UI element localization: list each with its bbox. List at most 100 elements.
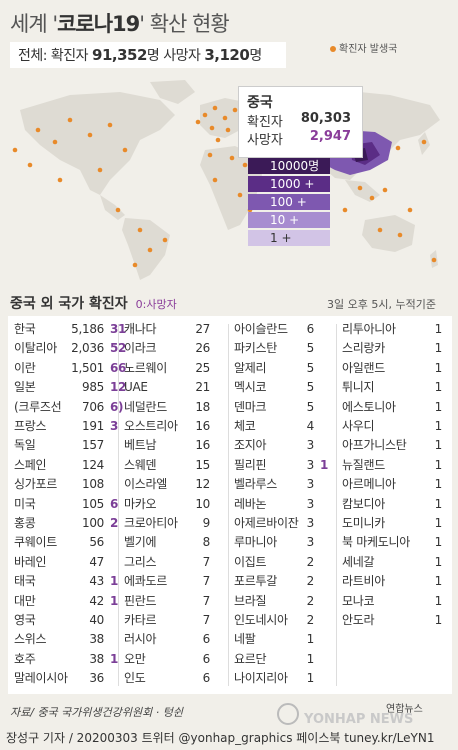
confirmed-count: 3 <box>306 535 315 550</box>
country-name: 리투아니아 <box>342 322 396 336</box>
confirmed-count: 1 <box>306 632 315 647</box>
confirmed-count: 1 <box>434 496 443 511</box>
table-row: 리투아니아 1 <box>342 320 450 339</box>
confirmed-count: 1 <box>434 438 443 453</box>
confirmed-count: 38 <box>89 651 104 666</box>
confirmed-count: 8 <box>202 535 211 550</box>
confirmed-count: 16 <box>195 438 210 453</box>
confirmed-count: 27 <box>195 322 210 336</box>
table-row: 이란1,50166 <box>14 359 126 378</box>
confirmed-count: 108 <box>81 477 104 492</box>
country-name: 아이슬란드 <box>234 322 288 336</box>
country-name: 인도네시아 <box>234 613 288 627</box>
country-name: 에콰도르 <box>124 574 167 589</box>
table-row: 이스라엘 12 <box>124 475 232 494</box>
table-row: 러시아 6 <box>124 630 232 649</box>
occurrence-dot <box>395 145 401 151</box>
country-name: 프랑스 <box>14 419 47 433</box>
table-row: 아르메니아 1 <box>342 475 450 494</box>
country-name: 크로아티아 <box>124 516 178 530</box>
confirmed-count: 706 <box>81 399 104 414</box>
china-callout: 중국 확진자 80,303 사망자 2,947 <box>238 86 363 158</box>
australia <box>362 215 415 252</box>
occurrence-dot <box>162 237 168 243</box>
confirmed-count: 47 <box>89 554 104 569</box>
country-name: 일본 <box>14 380 36 395</box>
global-summary: 전체: 확진자 91,352명 사망자 3,120명 <box>10 42 286 68</box>
title-suffix: 현황 <box>186 12 230 36</box>
china-confirmed-value: 80,303 <box>300 111 351 126</box>
country-name: 파키스탄 <box>234 341 277 356</box>
world-map <box>12 80 440 280</box>
confirmed-count: 191 <box>81 419 104 433</box>
confirmed-count: 1 <box>306 671 315 686</box>
country-name: 싱가포르 <box>14 477 57 492</box>
country-name: 이스라엘 <box>124 477 167 492</box>
occurrence-dot <box>397 232 403 238</box>
country-name: 스리랑카 <box>342 341 385 356</box>
occurrence-dot <box>27 162 33 168</box>
table-row: 베트남 16 <box>124 436 232 455</box>
table-row: 프랑스 191 3 <box>14 417 122 436</box>
confirmed-count: 15 <box>195 457 210 472</box>
table-row: 루마니아 3 <box>234 533 342 552</box>
table-row: 세네갈 1 <box>342 553 450 572</box>
confirmed-count: 1 <box>434 399 443 414</box>
table-row: 호주 38 1 <box>14 650 122 669</box>
table-row: 모나코 1 <box>342 592 450 611</box>
country-name: 바레인 <box>14 554 47 569</box>
table-row: 필리핀 3 1 <box>234 456 342 475</box>
summary-total-label: 전체: 확진자 <box>18 48 93 64</box>
death-count: 1 <box>110 574 119 589</box>
confirmed-count: 7 <box>202 613 211 627</box>
country-name: 이집트 <box>234 554 267 569</box>
table-row: 독일 157 <box>14 436 122 455</box>
confirmed-count: 5 <box>306 380 315 395</box>
country-name: 그리스 <box>124 554 157 569</box>
confirmed-count: 2 <box>306 574 315 589</box>
country-name: 뉴질랜드 <box>342 457 385 472</box>
occurrence-dot <box>369 195 375 201</box>
death-count: 3 <box>110 419 119 433</box>
credit-line: 장성구 기자 / 20200303 트위터 @yonhap_graphics 페… <box>0 726 458 750</box>
country-name: 독일 <box>14 438 36 453</box>
country-name: 홍콩 <box>14 516 36 530</box>
death-count: 1 <box>110 593 119 608</box>
table-row: 요르단 1 <box>234 650 342 669</box>
table-row: 바레인 47 <box>14 553 122 572</box>
occurrence-dot <box>215 137 221 143</box>
country-name: 필리핀 <box>234 457 267 472</box>
occurrence-dot <box>225 127 231 133</box>
confirmed-count: 10 <box>195 496 210 511</box>
death-count: 6 <box>110 496 119 511</box>
confirmed-count: 3 <box>306 516 315 530</box>
confirmed-count: 21 <box>195 380 210 395</box>
country-name: 캄보디아 <box>342 496 385 511</box>
country-name: 한국 <box>14 322 36 336</box>
occurrence-dot <box>431 257 437 263</box>
confirmed-count: 1 <box>434 419 443 433</box>
occurrence-dot <box>237 192 243 198</box>
country-name: 포르투갈 <box>234 574 277 589</box>
occurrence-dot <box>342 207 348 213</box>
confirmed-count: 3 <box>306 457 315 472</box>
country-name: 인도 <box>124 671 146 686</box>
confirmed-count: 16 <box>195 419 210 433</box>
confirmed-count: 42 <box>89 593 104 608</box>
country-name: (크루즈선 <box>14 399 62 414</box>
table-row: 아제르바이잔 3 <box>234 514 342 533</box>
summary-death-value: 3,120 <box>204 46 250 64</box>
table-row: 싱가포르 108 <box>14 475 122 494</box>
confirmed-count: 6 <box>202 651 211 666</box>
confirmed-count: 1 <box>434 380 443 395</box>
occurrence-dot <box>232 107 238 113</box>
table-row: 조지아 3 <box>234 436 342 455</box>
table-row: 스웨덴 15 <box>124 456 232 475</box>
table-row: 미국 105 6 <box>14 495 122 514</box>
confirmed-count: 38 <box>89 632 104 647</box>
column-divider <box>228 324 229 686</box>
column-divider <box>118 324 119 686</box>
country-name: 마카오 <box>124 496 157 511</box>
summary-death-unit: 명 <box>249 48 262 64</box>
table-row: 브라질 2 <box>234 592 342 611</box>
